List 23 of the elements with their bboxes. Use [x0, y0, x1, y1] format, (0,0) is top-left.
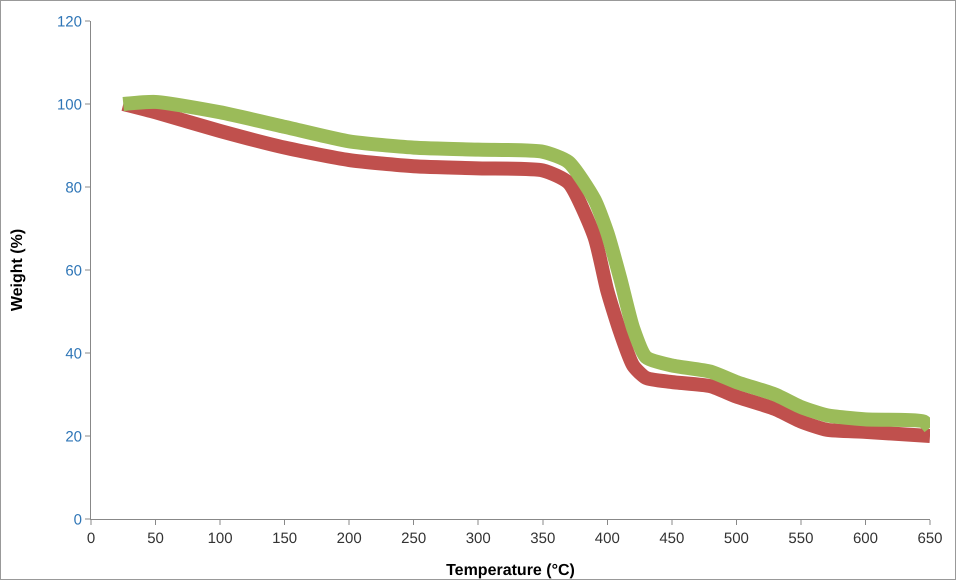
x-tick-label: 100	[208, 530, 233, 547]
x-tick-label: 650	[917, 530, 943, 547]
x-tick-label: 150	[272, 530, 298, 547]
x-tick-label: 600	[852, 530, 878, 547]
y-tick-label: 0	[74, 511, 82, 528]
x-tick-label: 200	[336, 530, 362, 547]
x-tick-label: 300	[466, 530, 491, 547]
x-tick-label: 400	[594, 530, 620, 547]
y-axis-title: Weight (%)	[8, 228, 26, 312]
y-tick-label: 100	[56, 96, 82, 114]
x-tick-label: 550	[788, 530, 814, 547]
x-tick-label: 0	[86, 530, 96, 547]
y-tick-label: 120	[56, 13, 82, 30]
x-tick-label: 250	[401, 530, 426, 547]
x-tick-label: 500	[724, 530, 749, 547]
y-tick-label: 60	[65, 262, 82, 280]
x-tick-label: 450	[659, 530, 684, 547]
y-tick-label: 40	[65, 345, 82, 362]
x-tick-label: 350	[530, 530, 556, 547]
y-tick-label: 80	[65, 179, 82, 196]
x-tick-label: 50	[147, 530, 164, 547]
y-tick-label: 20	[65, 428, 82, 446]
x-axis-title: Temperature (°C)	[446, 562, 575, 579]
